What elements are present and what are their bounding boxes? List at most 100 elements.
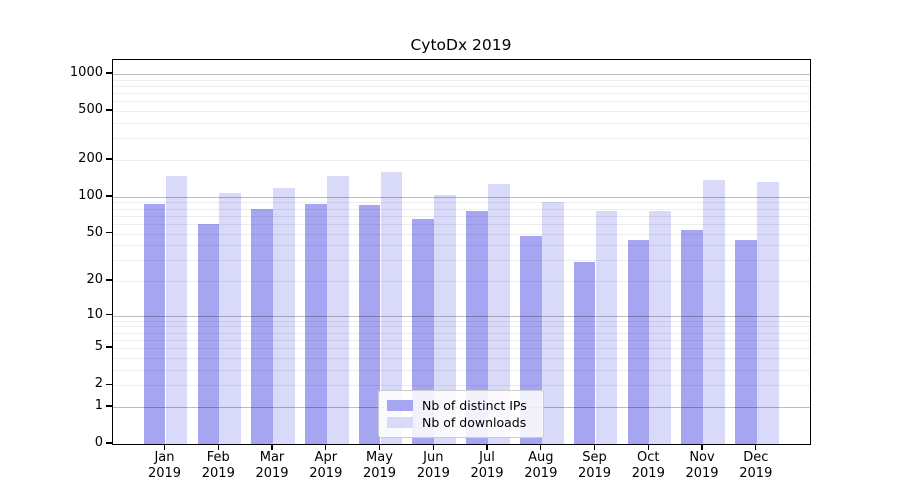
bar-ips-jan — [143, 203, 166, 444]
y-tick-label: 200 — [78, 151, 103, 166]
legend-label: Nb of downloads — [422, 415, 527, 430]
bar-downloads-sep — [595, 210, 618, 444]
gridline-minor — [113, 332, 810, 334]
bar-ips-apr — [304, 204, 327, 444]
x-tick-label: Aug 2019 — [524, 450, 558, 481]
x-tick-label: Nov 2019 — [685, 450, 719, 481]
grid-layer — [113, 60, 810, 444]
bar-downloads-jul — [488, 184, 510, 444]
gridline-minor — [113, 123, 810, 124]
gridline-minor — [113, 385, 810, 387]
x-tick — [378, 444, 381, 450]
y-tick — [106, 231, 112, 234]
bar-downloads-mar — [273, 187, 295, 444]
y-tick-label: 50 — [86, 224, 103, 240]
y-tick-label: 10 — [86, 306, 103, 322]
bar-ips-feb — [197, 223, 220, 444]
y-tick — [106, 72, 112, 74]
bar-ips-jun — [412, 218, 435, 444]
y-tick-label: 500 — [78, 102, 103, 118]
gridline-major — [113, 74, 810, 75]
y-tick — [106, 158, 112, 160]
bar-downloads-feb — [219, 192, 242, 444]
x-tick-label: Jul 2019 — [470, 450, 504, 481]
gridline-minor — [113, 369, 810, 371]
bar-ips-oct — [627, 240, 650, 444]
gridline-minor — [113, 138, 810, 140]
gridline-minor — [113, 348, 810, 350]
x-tick — [540, 444, 542, 450]
x-tick — [647, 444, 649, 450]
gridline-minor — [113, 260, 810, 262]
gridline-minor — [113, 357, 810, 359]
x-tick — [217, 444, 219, 450]
gridline-major — [113, 315, 810, 317]
x-tick — [701, 444, 703, 450]
bar-ips-mar — [251, 209, 273, 444]
x-tick — [593, 444, 596, 450]
bar-downloads-nov — [703, 179, 725, 444]
y-tick — [106, 405, 112, 407]
x-tick-label: Jun 2019 — [416, 450, 450, 481]
y-tick-label: 2 — [94, 376, 103, 392]
y-tick-label: 5 — [94, 339, 103, 355]
gridline-minor — [113, 101, 810, 103]
x-tick — [325, 444, 327, 450]
y-tick-label: 20 — [86, 272, 103, 287]
x-tick — [486, 444, 488, 450]
x-tick-label: Sep 2019 — [577, 450, 612, 481]
x-tick — [755, 444, 757, 450]
gridline-minor — [113, 320, 810, 322]
y-tick — [106, 313, 112, 316]
gridline-minor — [113, 339, 810, 341]
y-tick — [106, 346, 112, 348]
gridline-minor — [113, 326, 810, 328]
bar-downloads-apr — [326, 176, 349, 444]
y-tick — [106, 195, 112, 197]
gridline-minor — [113, 111, 810, 113]
y-tick-label: 1000 — [69, 65, 103, 80]
y-tick — [106, 442, 112, 444]
gridline-minor — [113, 93, 810, 95]
bar-downloads-oct — [649, 211, 672, 444]
gridline-minor — [113, 86, 810, 87]
bar-downloads-dec — [756, 181, 779, 444]
gridline-minor — [113, 79, 810, 81]
chart-title: CytoDx 2019 — [410, 36, 512, 54]
gridline-minor — [113, 245, 810, 247]
gridline-minor — [113, 208, 810, 210]
bar-ips-sep — [573, 261, 596, 444]
x-tick-label: May 2019 — [362, 450, 397, 481]
x-tick — [432, 444, 434, 450]
gridline-minor — [113, 215, 810, 217]
legend-label: Nb of distinct IPs — [422, 398, 527, 413]
y-tick-label: 100 — [78, 187, 103, 203]
y-tick — [106, 279, 112, 281]
bar-ips-jul — [466, 211, 488, 444]
gridline-minor — [113, 202, 810, 204]
legend-swatch-downloads — [387, 417, 413, 428]
legend-swatch-ips — [387, 400, 413, 411]
bar-downloads-jun — [434, 194, 457, 444]
bar-ips-dec — [735, 240, 757, 444]
legend-row: Nb of downloads — [387, 414, 533, 431]
bar-ips-nov — [681, 230, 703, 444]
y-tick — [106, 109, 112, 111]
gridline-major — [113, 196, 810, 198]
y-tick — [106, 383, 112, 385]
gridline-minor — [113, 281, 810, 282]
bar-downloads-aug — [541, 202, 564, 444]
legend-row: Nb of distinct IPs — [387, 397, 533, 414]
y-tick-label: 1 — [94, 397, 103, 413]
x-tick-label: Mar 2019 — [255, 450, 289, 481]
x-tick-label: Apr 2019 — [309, 450, 343, 481]
bar-ips-may — [358, 204, 381, 444]
x-tick — [271, 444, 273, 450]
y-tick-label: 0 — [94, 435, 103, 450]
gridline-minor — [113, 160, 810, 161]
gridline-minor — [113, 233, 810, 235]
x-tick-label: Jan 2019 — [147, 450, 182, 481]
x-tick-label: Dec 2019 — [739, 450, 773, 481]
x-tick-label: Feb 2019 — [201, 450, 235, 481]
